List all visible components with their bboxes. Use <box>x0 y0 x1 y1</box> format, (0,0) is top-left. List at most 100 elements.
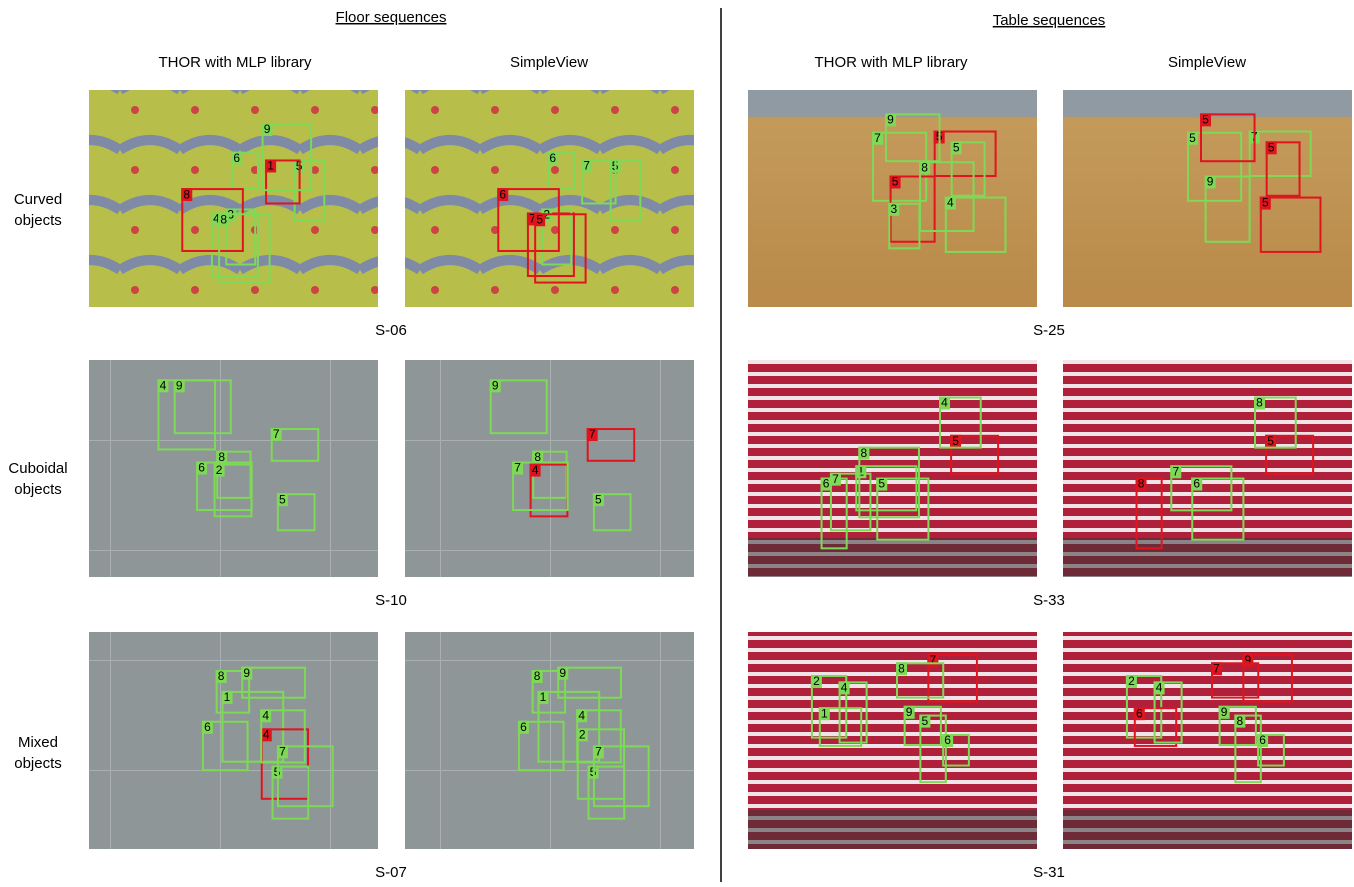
box-label: 5 <box>1268 141 1275 155</box>
box-label: 7 <box>273 427 280 441</box>
box-label-bg <box>213 463 225 477</box>
column-label: THOR with MLP library <box>158 54 312 71</box>
box-label: 2 <box>579 728 586 742</box>
photo-background <box>89 632 378 849</box>
box-label-bg <box>1191 477 1203 491</box>
bounding-box <box>260 709 306 764</box>
bounding-box <box>1234 714 1262 784</box>
box-label: 7 <box>589 427 596 441</box>
sequence-label: S-06 <box>375 322 407 339</box>
box-label: 8 <box>534 450 541 464</box>
photo: 2 14 7 8 5 6 9 <box>748 632 1037 849</box>
sequence-label: S-31 <box>1033 864 1065 881</box>
bounding-box <box>950 434 1000 475</box>
box-label-bg <box>829 472 841 486</box>
bounding-box <box>218 213 271 284</box>
bounding-box <box>1153 681 1183 744</box>
box-label: 5 <box>878 477 885 491</box>
bounding-box <box>903 705 942 747</box>
box-label-bg <box>944 196 956 210</box>
box-label: 4 <box>213 212 220 226</box>
box-label-bg <box>534 213 546 227</box>
photo-background <box>405 632 694 849</box>
box-label-bg <box>919 714 931 728</box>
box-label: 5 <box>1262 196 1269 210</box>
box-label: 4 <box>263 728 270 742</box>
box-label-bg <box>576 709 588 723</box>
box-label-bg <box>576 728 588 742</box>
bounding-box <box>855 465 918 512</box>
box-label-bg <box>241 666 253 680</box>
box-label-bg <box>586 428 598 442</box>
row-label: objects <box>14 481 62 498</box>
box-label-bg <box>838 681 850 695</box>
bounding-box <box>919 161 975 233</box>
box-label: 4 <box>578 708 585 722</box>
table-edge <box>1063 809 1352 849</box>
bounding-box <box>876 477 930 541</box>
bounding-box <box>265 159 301 205</box>
box-label: 9 <box>243 666 250 680</box>
box-label: 5 <box>1267 434 1274 448</box>
bounding-box <box>1257 734 1285 767</box>
box-label: 9 <box>559 666 566 680</box>
bounding-box <box>1187 131 1243 202</box>
box-label: 4 <box>262 708 269 722</box>
box-label-bg <box>1211 662 1223 676</box>
box-label: 2 <box>1128 674 1135 688</box>
box-label-bg <box>872 131 884 145</box>
box-label: 6 <box>198 461 205 475</box>
box-label-bg <box>1199 113 1211 127</box>
bounding-box <box>1254 396 1297 449</box>
box-label: 6 <box>823 477 830 491</box>
box-label: 7 <box>595 745 602 759</box>
box-label-bg <box>884 113 896 127</box>
box-label: 5 <box>892 175 899 189</box>
box-label: 6 <box>549 151 556 165</box>
box-label-bg <box>173 379 185 393</box>
box-label: 2 <box>216 463 223 477</box>
box-label-bg <box>276 493 288 507</box>
box-label-bg <box>517 720 529 734</box>
box-label-bg <box>810 674 822 688</box>
bounding-box <box>576 728 626 800</box>
bounding-box <box>157 379 217 451</box>
box-label-bg <box>820 477 832 491</box>
bounding-box <box>586 428 636 462</box>
bounding-box <box>950 141 986 197</box>
box-label-bg <box>181 188 193 202</box>
bounding-box <box>888 202 921 250</box>
bounding-box <box>1204 175 1251 243</box>
box-label: 9 <box>1245 653 1252 667</box>
box-label: 8 <box>218 450 225 464</box>
box-label-bg <box>201 720 213 734</box>
box-label: 7 <box>1213 661 1220 675</box>
section-header: Floor sequences <box>336 9 447 26</box>
box-label: 6 <box>1136 706 1143 720</box>
box-label: 7 <box>874 131 881 145</box>
box-label: 9 <box>1221 705 1228 719</box>
box-label: 2 <box>813 674 820 688</box>
box-label: 7 <box>583 159 590 173</box>
bounding-box <box>215 669 251 714</box>
box-label: 1 <box>267 159 274 173</box>
bounding-box <box>927 653 978 703</box>
box-label-bg <box>919 161 931 175</box>
box-label: 8 <box>218 669 225 683</box>
photo-background <box>89 360 378 577</box>
box-label-bg <box>1265 434 1277 448</box>
bounding-box <box>942 734 970 767</box>
bounding-box <box>489 379 548 435</box>
column-label: SimpleView <box>510 54 588 71</box>
box-label-bg <box>1187 131 1199 145</box>
box-label-bg <box>1135 477 1147 491</box>
box-label: 5 <box>922 714 929 728</box>
table-edge <box>1063 537 1352 577</box>
bounding-box <box>1259 196 1322 253</box>
photo-background <box>405 360 694 577</box>
box-label-bg <box>888 202 900 216</box>
